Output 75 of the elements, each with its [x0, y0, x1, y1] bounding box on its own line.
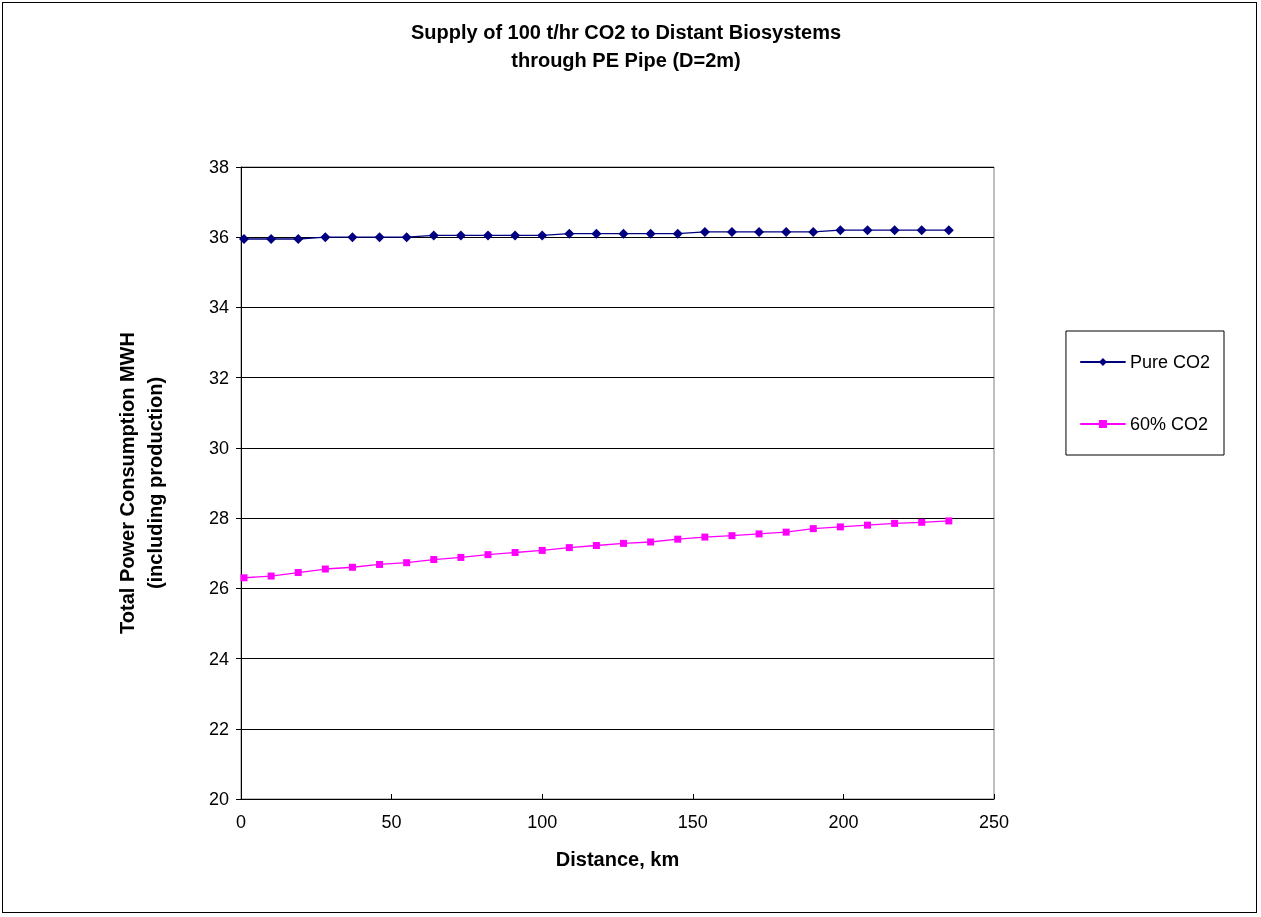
point [430, 556, 438, 564]
point [347, 232, 358, 243]
y-tick-label: 34 [208, 297, 229, 318]
point [591, 228, 602, 239]
point [538, 546, 546, 554]
y-tick-label: 28 [208, 508, 229, 529]
point [836, 523, 844, 531]
point [293, 233, 304, 244]
point [754, 226, 765, 237]
point [510, 230, 521, 241]
x-tick-label: 100 [527, 812, 558, 832]
x-tick-label: 0 [235, 812, 247, 832]
point [889, 225, 900, 236]
y-tick-label: 38 [208, 157, 229, 177]
point [321, 565, 329, 573]
point [482, 230, 493, 241]
legend-label: Pure CO2 [1129, 352, 1211, 372]
point [918, 518, 926, 526]
point [620, 539, 628, 547]
point [781, 226, 792, 237]
point [537, 230, 548, 241]
point [618, 228, 629, 239]
point [726, 226, 737, 237]
point [645, 228, 656, 239]
y-tick-label: 36 [208, 227, 229, 248]
y-tick-label: 20 [208, 789, 229, 809]
point [267, 572, 275, 580]
y-tick-label: 30 [208, 437, 229, 458]
point [864, 521, 871, 529]
x-tick-label: 50 [381, 812, 402, 832]
point [943, 225, 954, 236]
legend-label: 60% CO2 [1129, 414, 1209, 434]
point [674, 535, 682, 543]
point [862, 225, 873, 236]
point [835, 225, 846, 236]
x-tick-label: 150 [677, 812, 708, 832]
y-tick-label: 26 [208, 578, 229, 599]
point [647, 538, 655, 546]
point [484, 551, 492, 559]
y-tick-label: 22 [208, 718, 229, 739]
point [239, 233, 250, 244]
point [320, 232, 331, 243]
point [755, 530, 763, 538]
point [348, 563, 356, 571]
point [728, 532, 736, 540]
y-tick-label: 32 [208, 367, 229, 388]
point [565, 544, 573, 552]
point [808, 226, 819, 237]
point [428, 230, 439, 241]
x-tick-label: 200 [828, 812, 859, 832]
point [455, 230, 466, 241]
point [945, 517, 953, 525]
point [699, 226, 710, 237]
x-tick-label: 250 [978, 812, 1010, 832]
point [374, 232, 385, 243]
point [376, 560, 384, 568]
point [294, 569, 302, 577]
y-axis-title: Total Power Consumption MWH (including production) [116, 332, 166, 634]
point [564, 228, 575, 239]
x-axis-title: Distance, km [555, 848, 680, 870]
point [457, 553, 465, 561]
point [782, 528, 790, 536]
point [401, 232, 412, 243]
point [916, 225, 927, 236]
point [511, 549, 519, 557]
point [266, 233, 277, 244]
point [701, 533, 709, 541]
point [592, 542, 600, 549]
point [240, 574, 248, 582]
y-tick-label: 24 [208, 648, 229, 669]
point [672, 228, 683, 239]
point [809, 525, 817, 533]
chart-title: Supply of 100 t/hr CO2 to Distant Biosystems through PE Pipe (D=2m) [410, 21, 842, 71]
point [403, 559, 411, 567]
point [891, 519, 899, 527]
